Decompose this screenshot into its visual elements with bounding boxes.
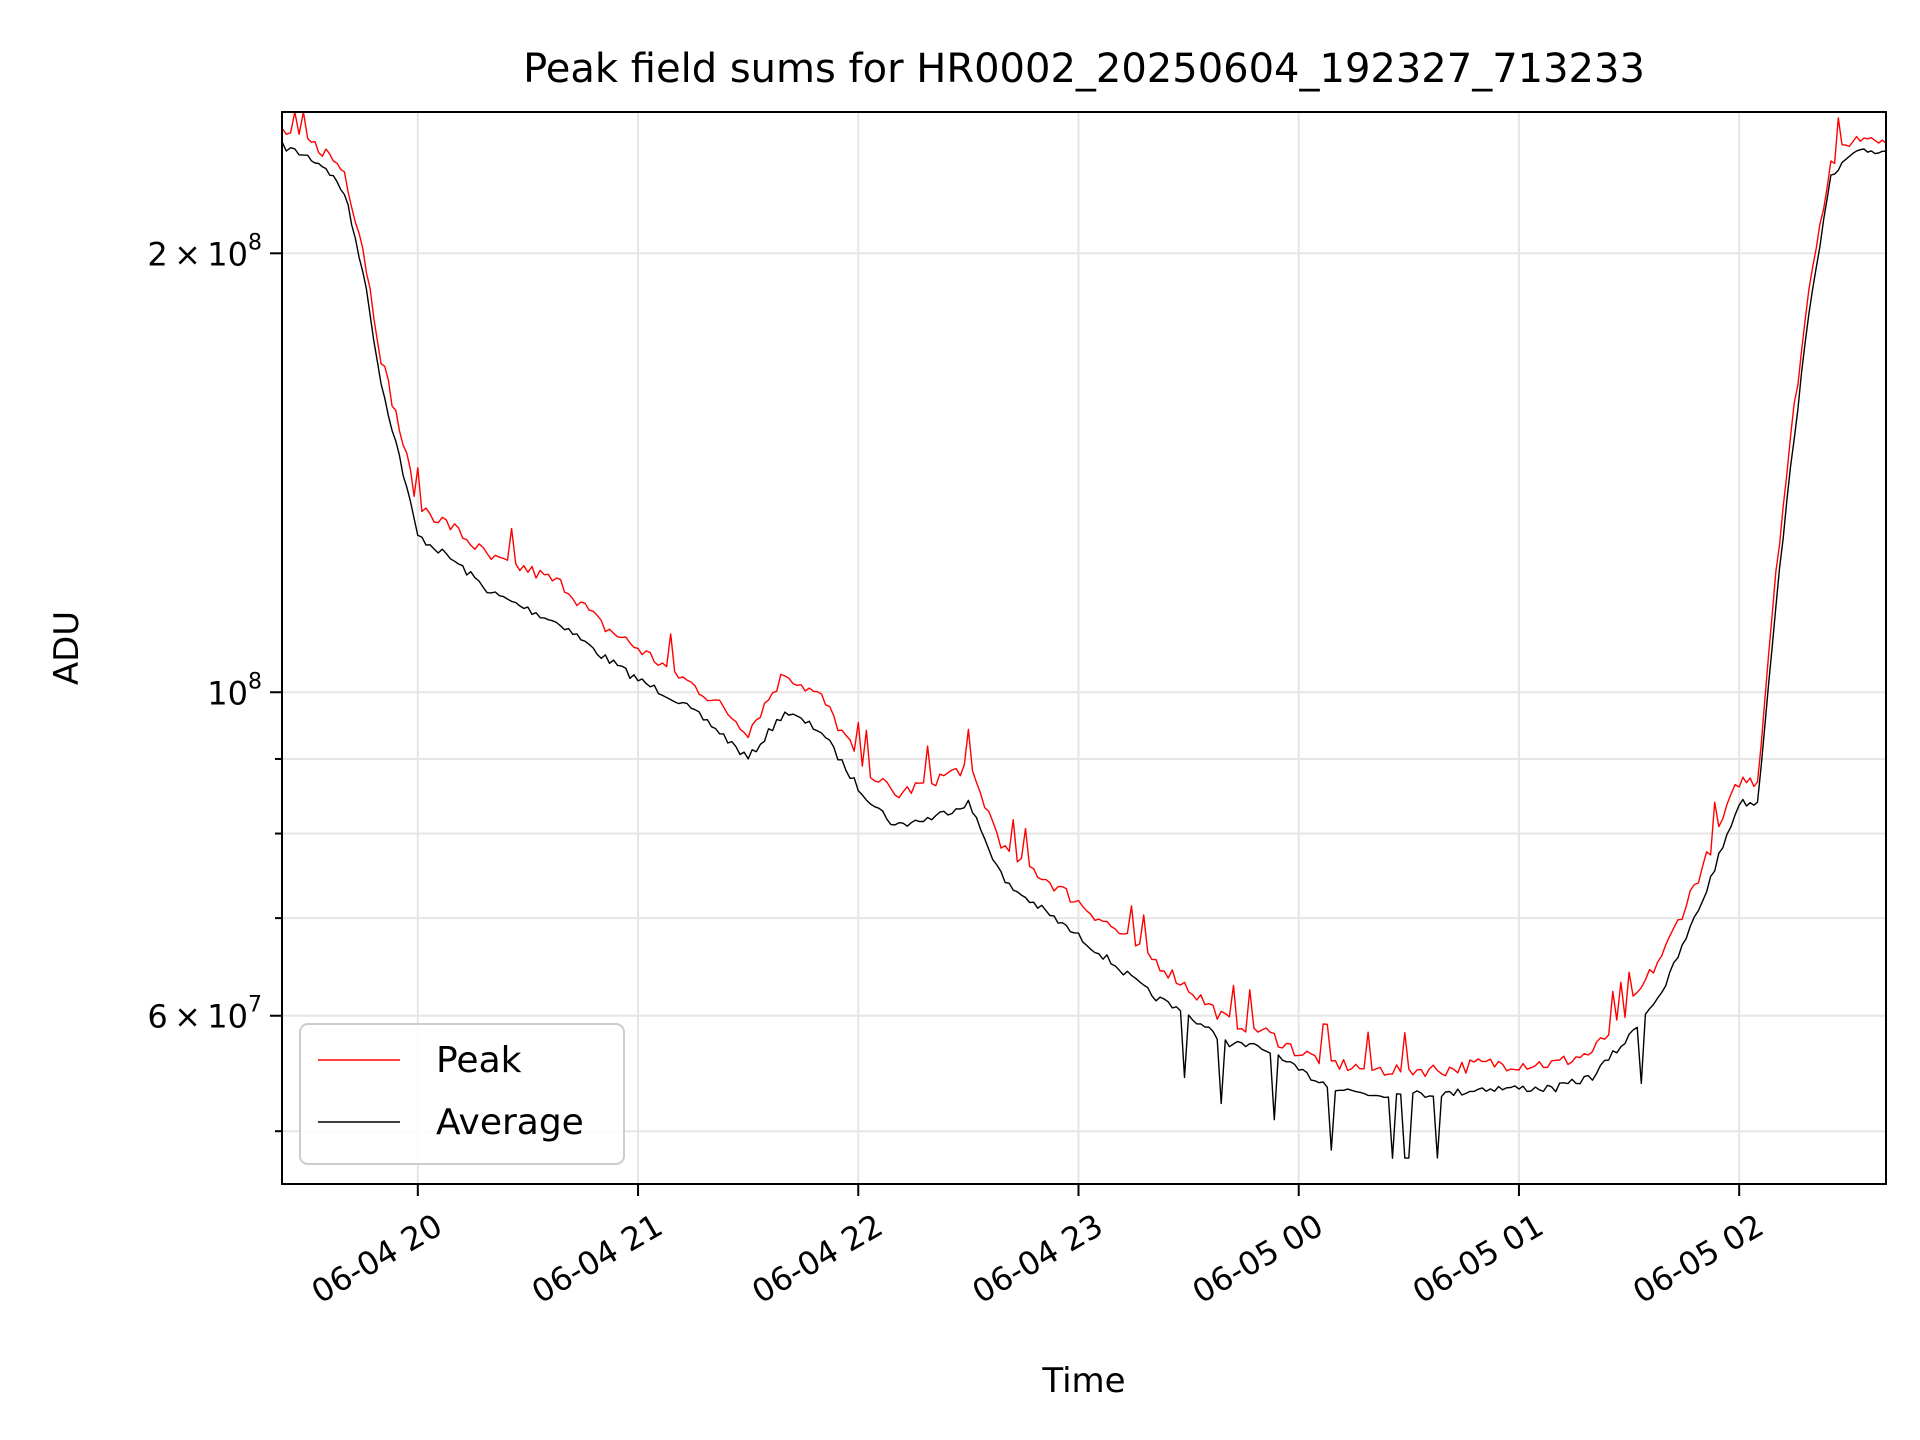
- y-tick-label: 108: [207, 669, 262, 712]
- legend-label-peak: Peak: [436, 1040, 522, 1081]
- grid: [282, 112, 1886, 1184]
- legend: Peak Average: [299, 1023, 625, 1165]
- y-tick-label: 6 × 107: [147, 993, 262, 1036]
- legend-label-average: Average: [436, 1102, 584, 1143]
- series-line-average: [281, 141, 1887, 1159]
- x-axis-label: Time: [1041, 1361, 1125, 1401]
- series-layer: [281, 111, 1887, 1159]
- y-tick-times: × 10: [168, 235, 248, 273]
- y-tick-times: × 10: [168, 998, 248, 1036]
- y-tick-exponent: 7: [248, 993, 262, 1018]
- chart-title: Peak field sums for HR0002_20250604_1923…: [523, 46, 1645, 92]
- y-tick-base: 10: [207, 674, 248, 712]
- legend-box: [299, 1023, 625, 1165]
- plot-frame: [281, 111, 1887, 1185]
- y-tick-exponent: 8: [248, 669, 262, 694]
- y-tick-mantissa: 6: [147, 998, 167, 1036]
- y-tick-label: 2 × 108: [147, 230, 262, 273]
- y-tick-exponent: 8: [248, 230, 262, 255]
- y-tick-mantissa: 2: [147, 235, 167, 273]
- series-line-peak: [281, 111, 1887, 1078]
- y-axis-label: ADU: [47, 611, 87, 685]
